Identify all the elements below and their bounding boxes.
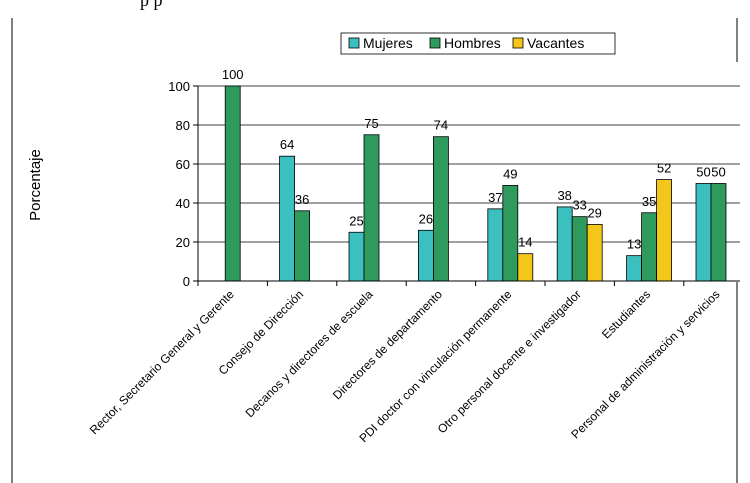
y-tick-labels: 0 20 40 60 80 100 bbox=[168, 79, 190, 289]
bar-hombres bbox=[571, 216, 588, 282]
y-tick-label: 20 bbox=[176, 235, 190, 250]
bar-mujeres bbox=[626, 255, 642, 282]
data-label: 38 bbox=[557, 188, 571, 203]
x-tick-label: Rector, Secretario General y Gerente bbox=[87, 287, 237, 437]
data-label: 36 bbox=[295, 192, 309, 207]
data-label: 75 bbox=[364, 116, 378, 131]
bar-hombres bbox=[363, 134, 380, 282]
x-tick-labels: Rector, Secretario General y GerenteCons… bbox=[87, 287, 723, 445]
bar-vacantes bbox=[517, 253, 534, 282]
y-tick-label: 60 bbox=[176, 157, 190, 172]
bar-hombres bbox=[432, 136, 449, 282]
x-tick-label: Estudiantes bbox=[599, 287, 653, 341]
x-tick-label: Personal de administración y servicios bbox=[568, 287, 722, 441]
y-tick-label: 40 bbox=[176, 196, 190, 211]
y-tick-label: 100 bbox=[168, 79, 190, 94]
data-label: 52 bbox=[657, 161, 671, 176]
data-label: 49 bbox=[503, 166, 517, 181]
data-label: 35 bbox=[642, 194, 656, 209]
y-tick-label: 80 bbox=[176, 118, 190, 133]
x-tick-label: Otro personal docente e investigador bbox=[435, 287, 584, 436]
legend-label-hombres: Hombres bbox=[444, 35, 501, 51]
data-label: 50 bbox=[696, 165, 710, 180]
data-label: 29 bbox=[587, 205, 601, 220]
data-label: 25 bbox=[349, 213, 363, 228]
y-tick-label: 0 bbox=[183, 274, 190, 289]
bar-mujeres bbox=[417, 229, 434, 282]
x-tick-label: Decanos y directores de escuela bbox=[243, 287, 376, 420]
data-label: 37 bbox=[488, 190, 502, 205]
data-label: 26 bbox=[419, 211, 433, 226]
bar-mujeres bbox=[695, 183, 712, 282]
legend-swatch-vacantes bbox=[512, 37, 524, 49]
bar-hombres bbox=[294, 210, 311, 282]
bar-mujeres bbox=[279, 155, 296, 282]
bar-mujeres bbox=[556, 206, 573, 282]
bar-hombres bbox=[502, 185, 519, 282]
data-label: 100 bbox=[222, 67, 244, 82]
x-tick-label: Directores de departamento bbox=[330, 287, 445, 402]
legend-label-mujeres: Mujeres bbox=[363, 35, 413, 51]
legend-label-vacantes: Vacantes bbox=[527, 35, 584, 51]
data-label: 64 bbox=[280, 137, 294, 152]
legend-swatch-hombres bbox=[429, 37, 441, 49]
axes bbox=[193, 85, 740, 286]
x-tick-label: PDI doctor con vinculación permanente bbox=[356, 287, 514, 445]
legend-swatch-mujeres bbox=[348, 37, 360, 49]
legend-box bbox=[340, 32, 616, 55]
legend: Mujeres Hombres Vacantes bbox=[340, 32, 616, 55]
bar-mujeres bbox=[348, 231, 365, 282]
y-axis-label: Porcentaje bbox=[27, 149, 44, 221]
bars bbox=[224, 85, 727, 282]
bar-hombres bbox=[710, 183, 727, 282]
data-label: 14 bbox=[518, 235, 532, 250]
data-label: 50 bbox=[711, 165, 725, 180]
data-label: 13 bbox=[627, 237, 641, 252]
bar-hombres bbox=[641, 212, 657, 282]
clipped-top-text: p p bbox=[140, 0, 163, 10]
data-label: 74 bbox=[434, 118, 448, 133]
bar-vacantes bbox=[656, 179, 672, 282]
data-label: 33 bbox=[572, 198, 586, 213]
bar-mujeres bbox=[487, 208, 504, 282]
bar-hombres bbox=[224, 85, 241, 282]
bar-vacantes bbox=[586, 224, 603, 282]
